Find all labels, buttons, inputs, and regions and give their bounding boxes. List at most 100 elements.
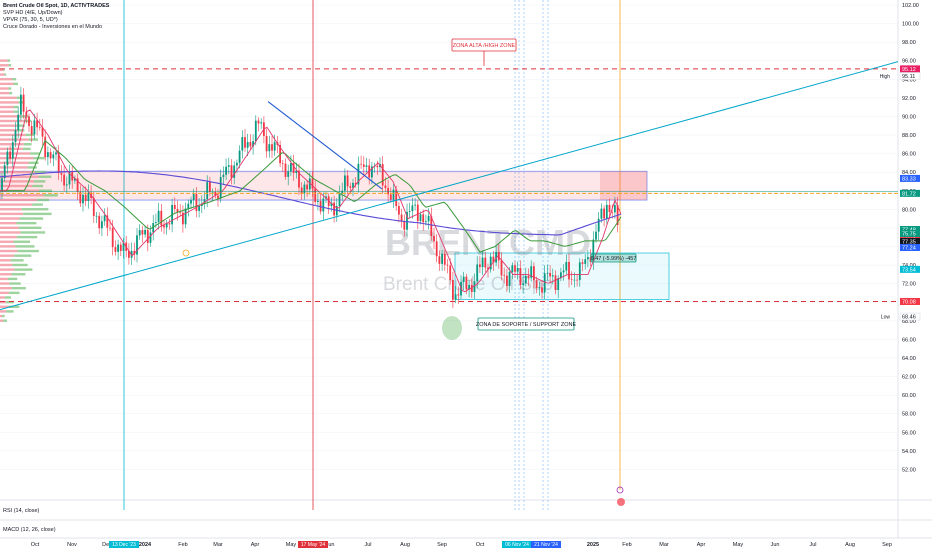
profile-bar-down [0, 129, 19, 132]
profile-bar-up [11, 286, 26, 290]
profile-bar-up [13, 82, 19, 86]
candle-body [95, 215, 98, 217]
low-highlight [442, 316, 462, 340]
price-label-box [899, 72, 921, 80]
candle-body [384, 185, 387, 189]
candle-body [152, 222, 155, 233]
profile-bar-down [0, 282, 10, 285]
price-tick: 98.00 [902, 40, 916, 46]
time-tick: Feb [622, 542, 631, 548]
chart-legend: Brent Crude Oil Spot, 1D, ACTIVTRADES SV… [3, 3, 109, 31]
profile-bar-up [6, 300, 14, 304]
profile-bar-up [8, 291, 20, 295]
profile-bar-down [0, 96, 17, 99]
profile-bar-down [0, 296, 5, 299]
profile-bar-down [0, 78, 13, 81]
time-highlight-box [298, 541, 328, 548]
candle-body [362, 164, 365, 167]
candle-body [597, 218, 600, 232]
candle-body [249, 142, 252, 147]
candle-body [20, 94, 22, 115]
price-tag: Low [881, 315, 891, 321]
profile-bar-up [12, 263, 28, 267]
candle-body [168, 223, 171, 225]
candle-body [457, 294, 460, 296]
candle-body [468, 284, 470, 290]
candle-body [236, 162, 238, 166]
candle-body [508, 271, 511, 286]
profile-bar-up [43, 194, 58, 197]
candle-body [411, 205, 414, 212]
candle-body [317, 200, 319, 202]
profile-bar-up [4, 296, 11, 299]
time-tick: Jul [809, 542, 816, 548]
rsi-label[interactable]: RSI (14, close) [3, 508, 40, 514]
time-tick: Aug [400, 542, 410, 548]
candle-body [527, 275, 530, 278]
candle-body [603, 208, 605, 219]
candle-body [87, 192, 90, 202]
profile-bar-down [0, 133, 26, 137]
time-tick: Apr [251, 542, 260, 548]
profile-bar-up [28, 138, 39, 141]
candle-body [190, 200, 192, 204]
profile-bar-up [36, 198, 50, 202]
profile-bar-up [33, 156, 45, 160]
watermark-symbol: BRENTCMD [385, 222, 591, 263]
candle-body [82, 194, 84, 204]
price-tick: 90.00 [902, 114, 916, 120]
candle-body [514, 265, 516, 272]
candle-body [38, 127, 41, 128]
candle-body [600, 208, 603, 219]
profile-bar-up [9, 91, 13, 95]
candle-body [55, 152, 57, 155]
profile-bar-up [16, 96, 23, 99]
price-axis[interactable]: 102.00 100.00 98.00 96.00 94.00 92.00 90.00 88.… [880, 3, 921, 473]
indicator-svp[interactable]: SVP HD (4/E, Up/Down) [3, 10, 63, 16]
price-tick: 86.00 [902, 152, 916, 158]
candle-body [614, 205, 616, 213]
candle-body [179, 212, 182, 213]
profile-bar-up [12, 78, 17, 81]
profile-bar-up [3, 319, 7, 322]
candle-body [395, 189, 398, 207]
symbol-title[interactable]: Brent Crude Oil Spot, 1D, ACTIVTRADES [3, 3, 110, 9]
profile-bar-up [2, 314, 5, 318]
indicator-vpvr[interactable]: VPVR (75, 30, 5, UD*) [3, 17, 58, 23]
measure-label-box [590, 253, 637, 263]
candle-body [584, 259, 587, 264]
ma-short [0, 109, 622, 293]
profile-bar-down [0, 101, 19, 104]
candle-body [57, 152, 60, 174]
candle-body [238, 150, 241, 163]
candle-body [260, 122, 263, 124]
time-tick: Aug [845, 542, 855, 548]
price-tag: High [880, 74, 891, 80]
candle-body [346, 175, 349, 187]
candle-body [106, 215, 109, 228]
profile-bar-down [0, 143, 24, 146]
time-axis[interactable]: Oct Nov Dec 2024 Feb Mar Apr May Jun Jul Aug Sep Oct… [31, 541, 892, 548]
profile-bar-down [0, 310, 7, 313]
indicator-cruce[interactable]: Cruce Dorado - Inversiones en el Mundo [3, 24, 103, 30]
candle-body [303, 184, 306, 194]
candle-body [570, 279, 573, 281]
candle-body [522, 283, 524, 285]
candle-body [11, 142, 14, 159]
candle-body [92, 198, 95, 217]
macd-label[interactable]: MACD (12, 26, close) [3, 527, 56, 533]
candle-body [28, 116, 30, 127]
cross-marker [182, 249, 190, 257]
time-tick: 2025 [587, 542, 599, 548]
profile-bar-down [0, 138, 29, 141]
price-tick: 62.00 [902, 375, 916, 381]
price-label: 68.46 [902, 315, 916, 321]
profile-bar-down [0, 249, 18, 253]
profile-bar-down [0, 273, 12, 276]
trendlines[interactable] [0, 61, 899, 311]
candle-body [300, 187, 303, 194]
candle-body [352, 182, 354, 188]
candle-body [246, 142, 249, 148]
